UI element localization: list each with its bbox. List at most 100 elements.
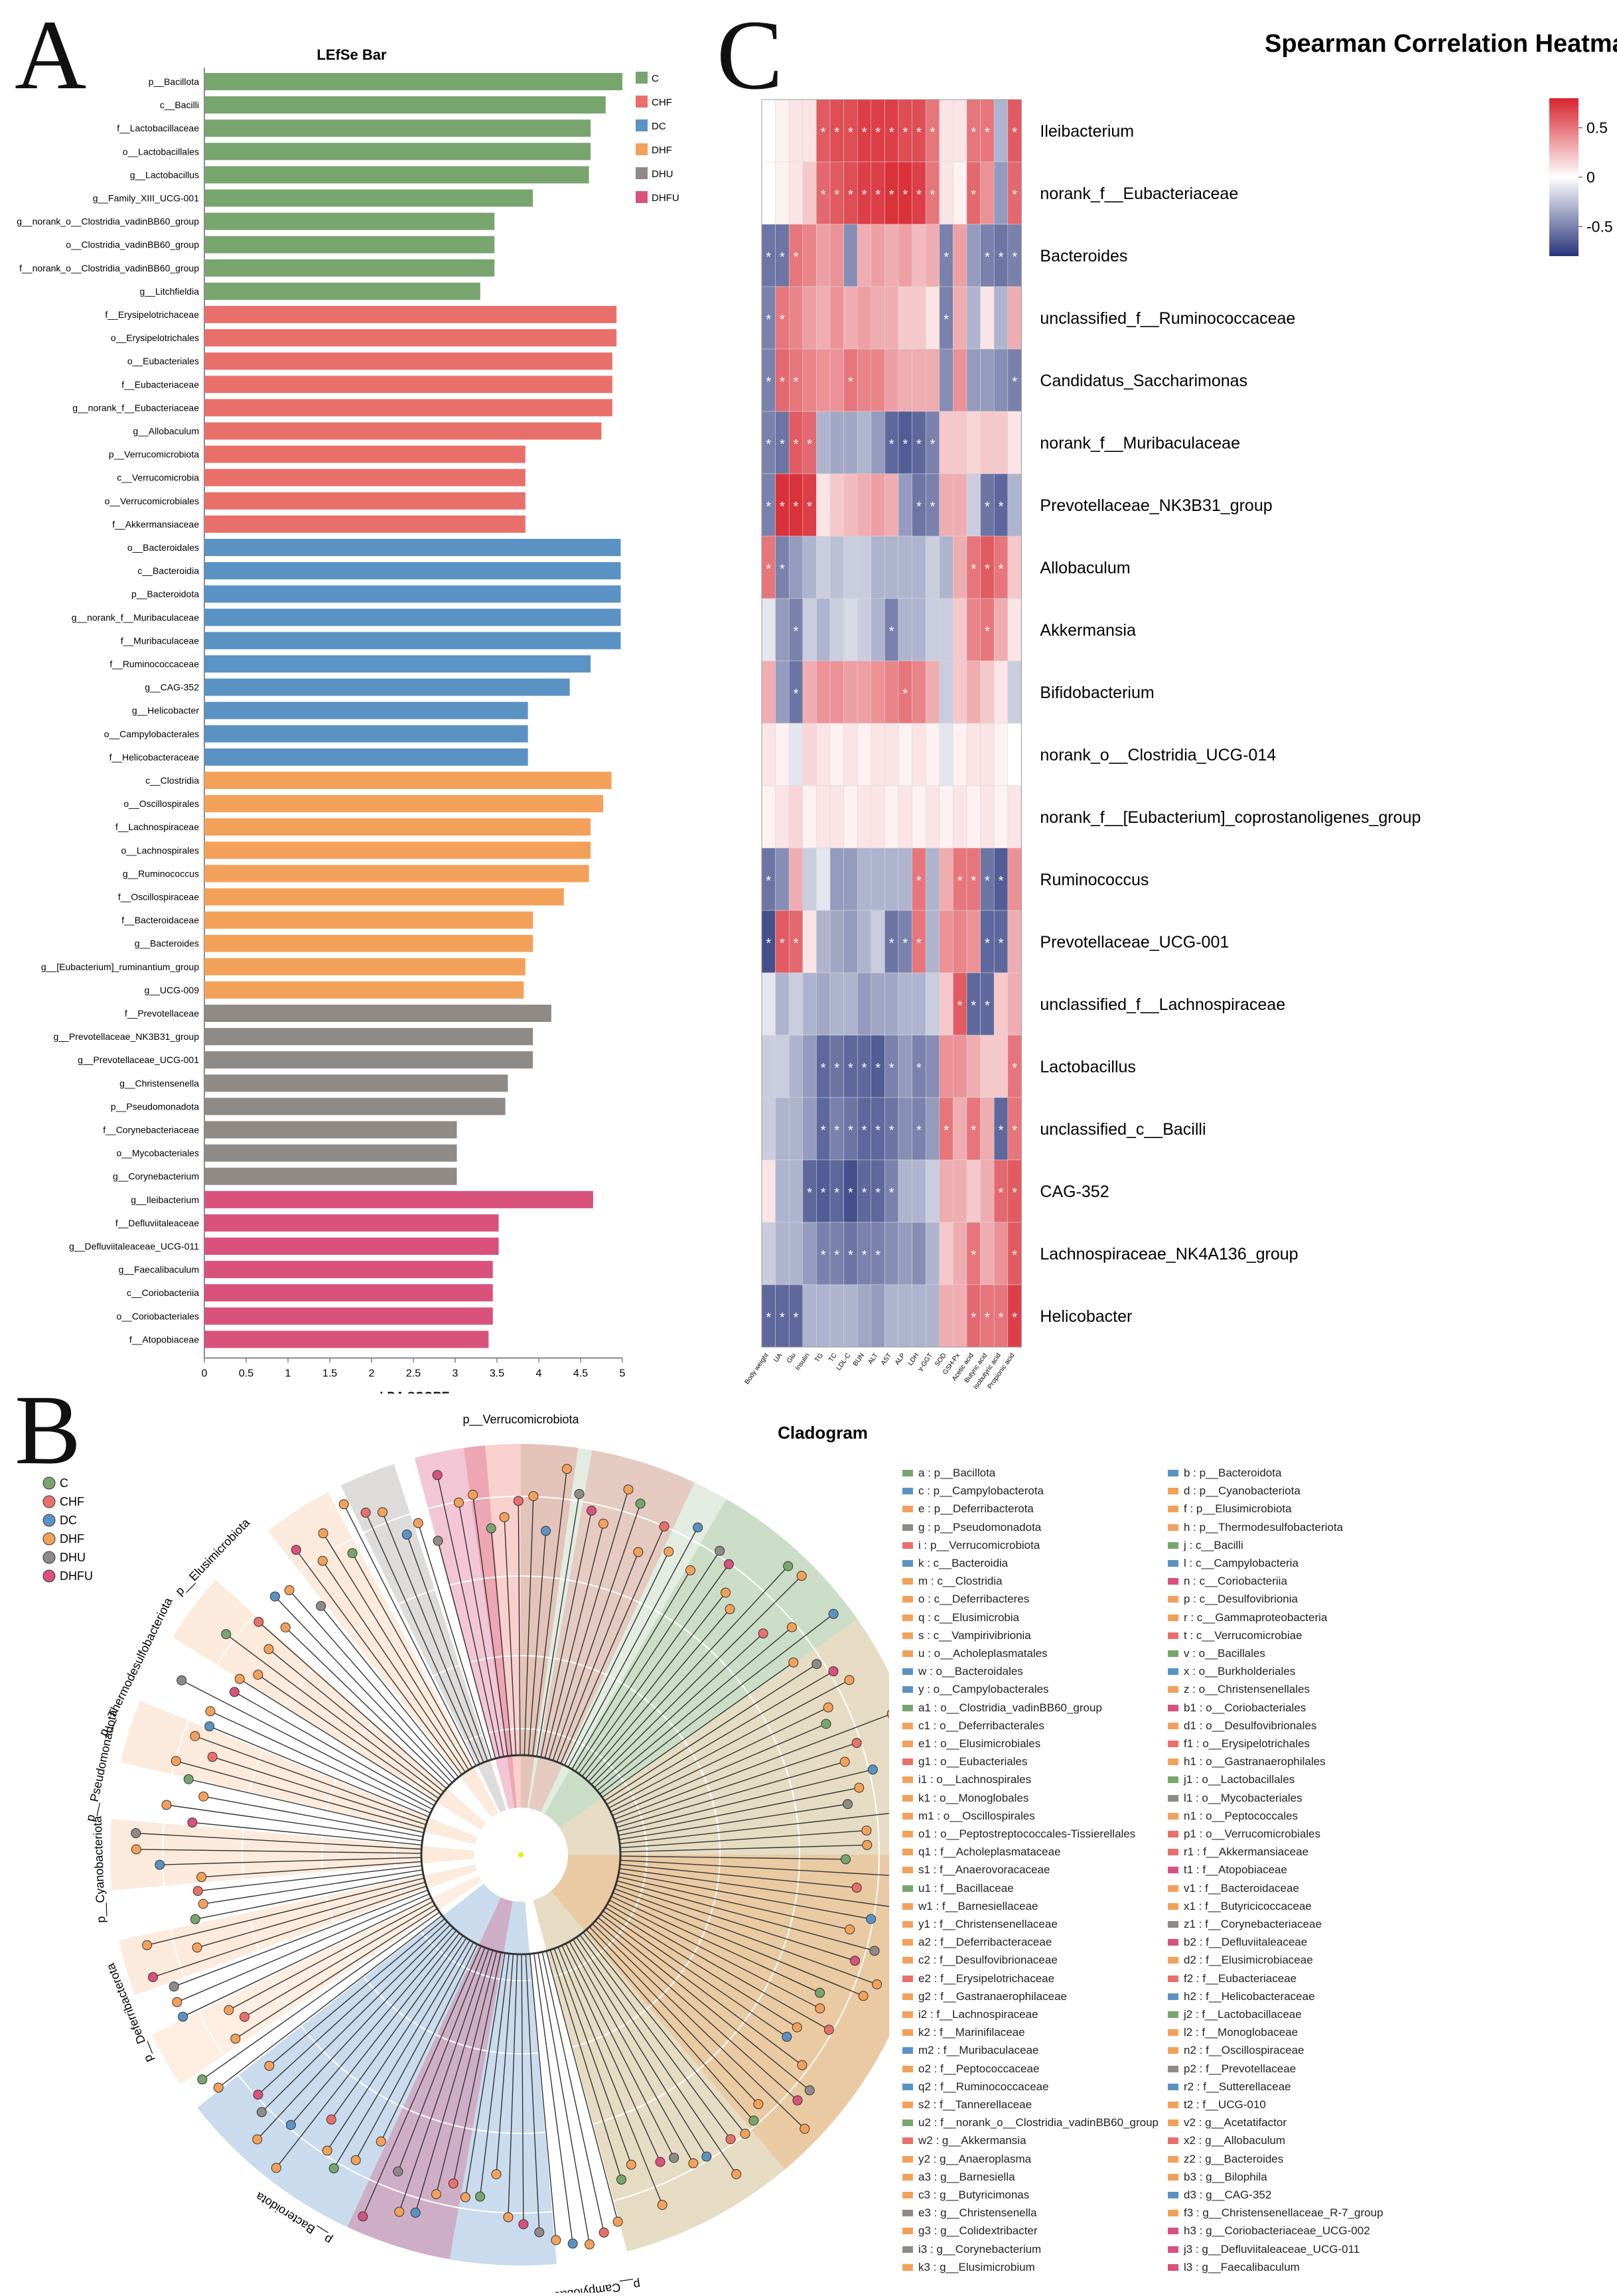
heatmap-cell xyxy=(912,286,926,350)
lda-bar xyxy=(204,1167,457,1185)
clade-node xyxy=(598,1518,608,1529)
significance-mark: * xyxy=(999,1123,1004,1138)
legend-swatch xyxy=(636,167,648,179)
clade-key-item: z : o__Christensenellales xyxy=(1168,1682,1310,1697)
significance-mark: * xyxy=(985,562,990,577)
lda-bar xyxy=(204,1214,499,1232)
heatmap-cell xyxy=(884,785,899,849)
heatmap-cell xyxy=(788,972,804,1036)
clade-sector xyxy=(346,1897,513,2260)
clade-node xyxy=(623,1484,634,1495)
significance-mark: * xyxy=(985,250,990,265)
clade-branch xyxy=(261,1924,451,2113)
clade-key-swatch xyxy=(902,1470,913,1476)
lda-bar xyxy=(204,539,621,556)
lda-bar xyxy=(204,96,606,114)
clade-node xyxy=(518,2219,529,2230)
heatmap-cell xyxy=(1007,411,1022,474)
clade-key-label: h2 : f__Helicobacteraceae xyxy=(1184,1989,1315,2003)
clade-key-swatch xyxy=(902,2263,913,2271)
clade-key-swatch xyxy=(1168,1758,1178,1766)
significance-mark: * xyxy=(1012,1248,1017,1263)
significance-mark: * xyxy=(821,1186,826,1200)
clade-node xyxy=(234,1674,245,1684)
clade-node xyxy=(659,1521,669,1532)
heatmap-cell xyxy=(857,847,872,911)
taxon-label: o__Lachnospirales xyxy=(121,845,199,855)
clade-key-swatch xyxy=(1168,1470,1178,1476)
lda-bar xyxy=(204,1238,499,1255)
clade-node xyxy=(253,1670,263,1680)
lda-bar xyxy=(204,352,612,370)
clade-node xyxy=(142,1940,153,1950)
clade-branch xyxy=(620,1863,857,1889)
significance-mark: * xyxy=(848,125,853,140)
clade-key-item: u2 : f__norank_o__Clostridia_vadinBB60_g… xyxy=(902,2115,1159,2131)
heatmap-cell xyxy=(912,1284,926,1348)
heatmap-cell xyxy=(884,847,899,911)
heatmap-cell xyxy=(953,785,967,849)
clade-sector xyxy=(340,1463,507,1814)
lda-bar xyxy=(204,1074,508,1092)
heatmap-row-label: Prevotellaceae_UCG-001 xyxy=(1040,933,1229,952)
clade-node xyxy=(401,1530,412,1540)
significance-mark: * xyxy=(957,999,963,1013)
clade-key-item: s : c__Vampirivibrionia xyxy=(902,1628,1031,1644)
clade-node xyxy=(322,2145,332,2156)
clade-branch xyxy=(557,1946,663,2205)
clade-node xyxy=(664,1546,674,1557)
clade-node xyxy=(318,1528,328,1539)
heatmap-column-label: γ-GGT xyxy=(917,1352,934,1372)
significance-mark: * xyxy=(985,125,990,140)
clade-node xyxy=(528,1491,539,1502)
clade-key-label: m2 : f__Muribaculaceae xyxy=(918,2044,1039,2057)
significance-mark: * xyxy=(821,1248,826,1263)
heatmap-cell xyxy=(816,473,831,537)
heatmap-cell xyxy=(980,723,995,786)
significance-mark: * xyxy=(794,250,799,265)
clade-node xyxy=(280,1622,291,1632)
clade-key-item: m : c__Clostridia xyxy=(902,1573,1003,1589)
clade-key-item: v1 : f__Bacteroidaceae xyxy=(1168,1881,1299,1897)
clade-key-swatch xyxy=(902,1939,913,1946)
clade-key-swatch xyxy=(1168,2210,1178,2217)
clade-key-item: e1 : o__Elusimicrobiales xyxy=(902,1736,1040,1752)
significance-mark: * xyxy=(985,874,990,889)
clade-key-item: h3 : g__Coriobacteriaceae_UCG-002 xyxy=(1168,2223,1370,2239)
lda-bar xyxy=(204,841,591,859)
lda-bar xyxy=(204,795,604,813)
clade-key-item: i1 : o__Lachnospirales xyxy=(902,1772,1031,1788)
clade-branch xyxy=(244,1904,435,2017)
clade-key-item: o1 : o__Peptostreptococcales-Tissierella… xyxy=(902,1826,1135,1842)
heatmap-cell xyxy=(788,286,804,350)
significance-mark: * xyxy=(875,1123,880,1138)
clade-key-label: g3 : g__Colidextribacter xyxy=(918,2224,1038,2238)
clade-key-swatch xyxy=(1168,1867,1178,1874)
clade-branch xyxy=(399,1948,490,2212)
clade-branch xyxy=(322,1533,469,1770)
clade-key-item: o2 : f__Peptococcaceae xyxy=(902,2061,1039,2077)
clade-branch xyxy=(610,1707,829,1812)
heatmap-cell xyxy=(761,972,776,1036)
heatmap-cell xyxy=(898,473,912,537)
clade-node xyxy=(851,1883,862,1893)
significance-mark: * xyxy=(999,1311,1004,1325)
heatmap-cell xyxy=(925,972,940,1036)
x-tick-label: 5 xyxy=(620,1368,626,1380)
clade-node xyxy=(393,2166,403,2177)
clade-node xyxy=(598,2227,609,2238)
clade-branch xyxy=(496,1954,514,2175)
significance-mark: * xyxy=(902,125,908,140)
clade-node xyxy=(725,2134,736,2145)
clade-node xyxy=(748,2116,759,2126)
heatmap-cell xyxy=(898,598,912,662)
clade-node xyxy=(551,2235,561,2246)
clade-branch xyxy=(382,1512,484,1763)
clade-key-label: y2 : g__Anaeroplasma xyxy=(918,2152,1032,2165)
clade-key-item: p2 : f__Prevotellaceae xyxy=(1168,2061,1296,2077)
lda-bar xyxy=(204,865,589,883)
significance-mark: * xyxy=(834,1248,839,1263)
clade-branch xyxy=(437,1540,496,1759)
significance-mark: * xyxy=(862,1123,867,1138)
clade-branch xyxy=(196,1881,426,1948)
